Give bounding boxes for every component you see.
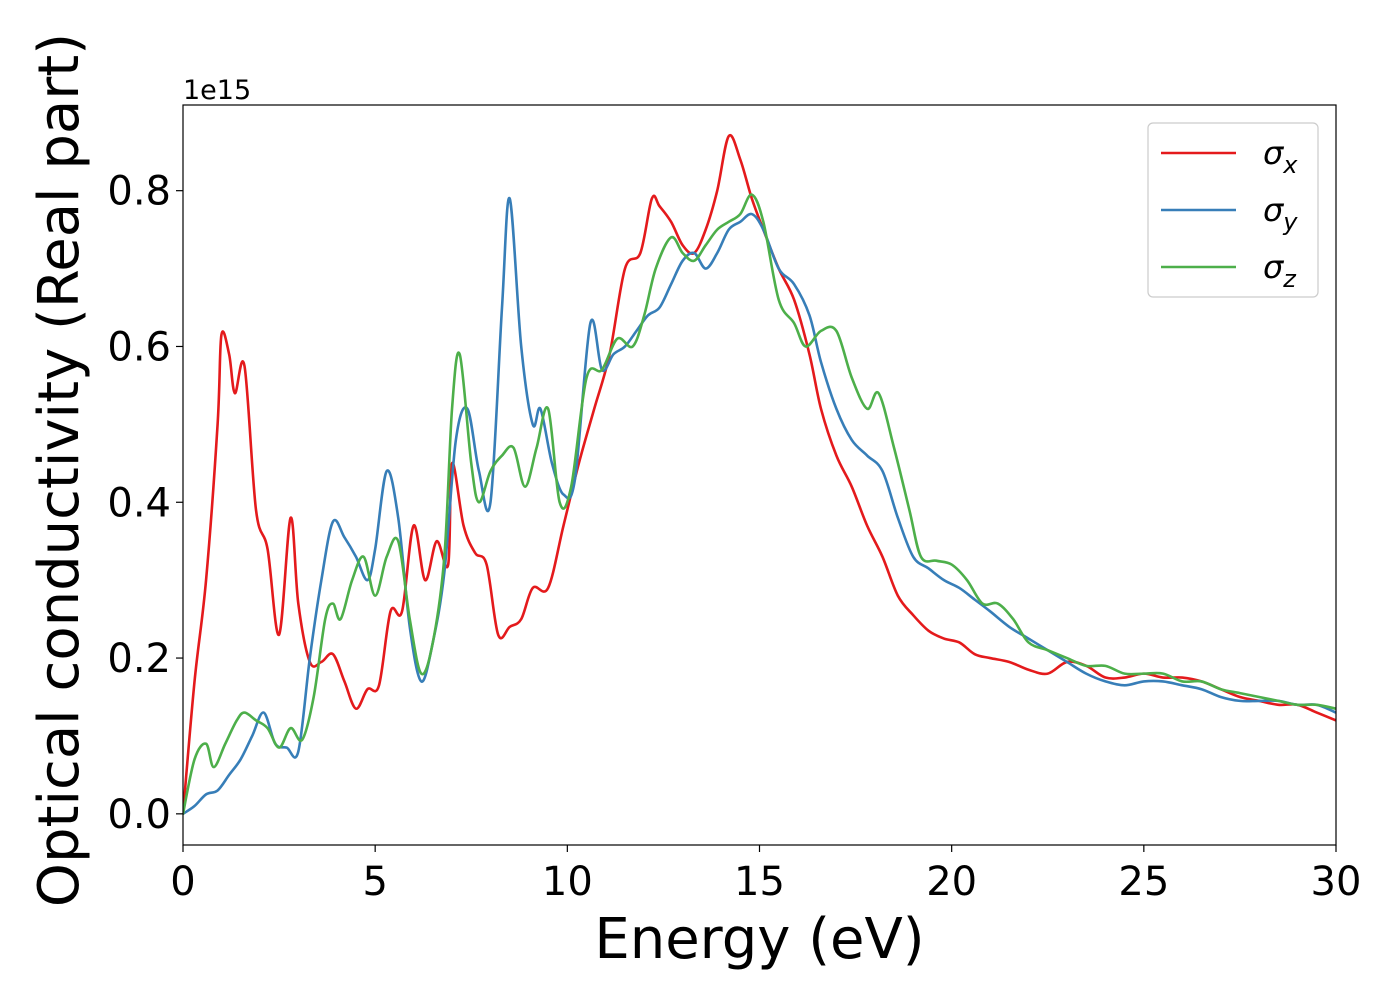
y-tick-label: 0.0 [107,792,171,838]
legend-label-subscript: z [1282,265,1297,293]
x-tick-label: 0 [170,859,195,905]
x-axis-label: Energy (eV) [594,907,924,972]
series-layer [183,133,1336,816]
legend-label-symbol: σ [1263,191,1285,229]
x-tick-label: 10 [542,859,593,905]
y-tick-label: 0.2 [107,636,171,682]
legend-label-subscript: y [1282,208,1298,236]
x-tick-label: 5 [362,859,387,905]
legend-label-x: σx [1263,134,1298,179]
y-tick-label: 0.4 [107,480,171,526]
legend-label-y: σy [1263,191,1298,236]
legend-label-symbol: σ [1263,134,1285,172]
x-tick-label: 25 [1118,859,1169,905]
series-line-z [183,193,1336,816]
legend-label-subscript: x [1282,151,1298,179]
x-tick-label: 30 [1311,859,1362,905]
series-line-x [183,133,1336,816]
y-offset-label: 1e15 [183,75,251,106]
y-tick-label: 0.8 [107,169,171,215]
x-tick-label: 15 [734,859,785,905]
ticks-layer: 0 5 10 15 20 25 30 0.0 0.2 0.4 0.6 0.8 [107,169,1361,905]
y-axis-label: Optical conductivity (Real part) [27,33,92,907]
x-tick-label: 20 [926,859,977,905]
legend-label-symbol: σ [1263,248,1285,286]
legend-label-z: σz [1263,248,1297,293]
y-tick-label: 0.6 [107,324,171,370]
